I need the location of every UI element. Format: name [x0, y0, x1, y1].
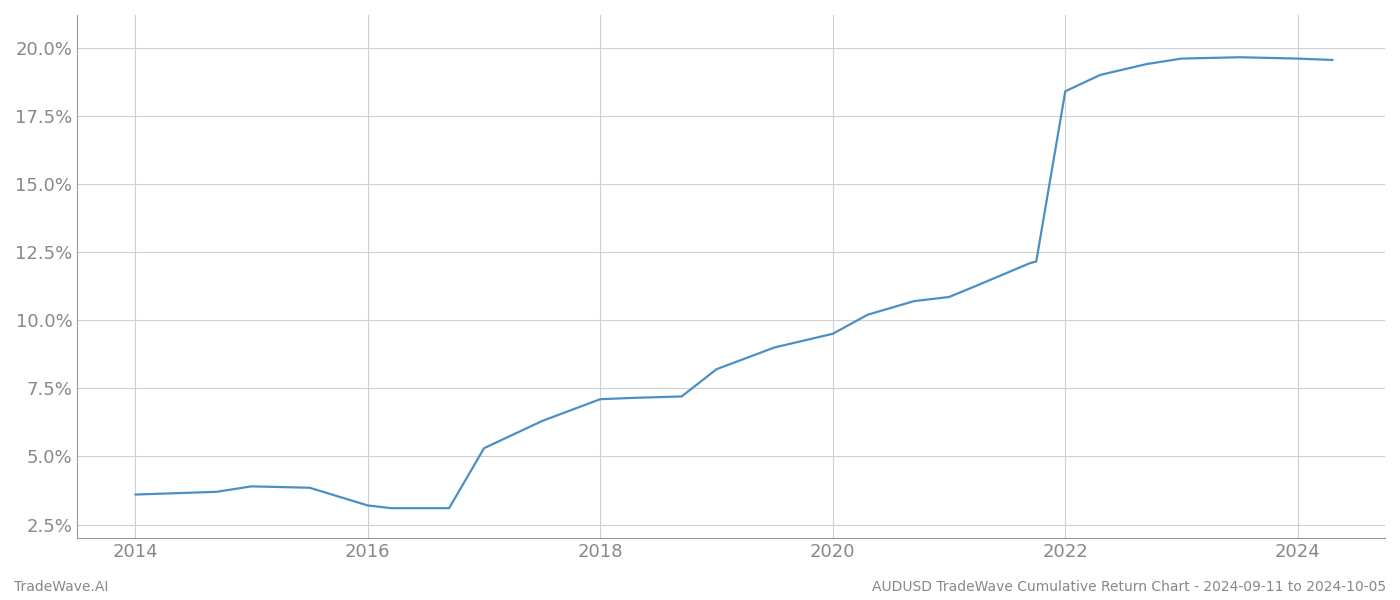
Text: TradeWave.AI: TradeWave.AI	[14, 580, 108, 594]
Text: AUDUSD TradeWave Cumulative Return Chart - 2024-09-11 to 2024-10-05: AUDUSD TradeWave Cumulative Return Chart…	[872, 580, 1386, 594]
